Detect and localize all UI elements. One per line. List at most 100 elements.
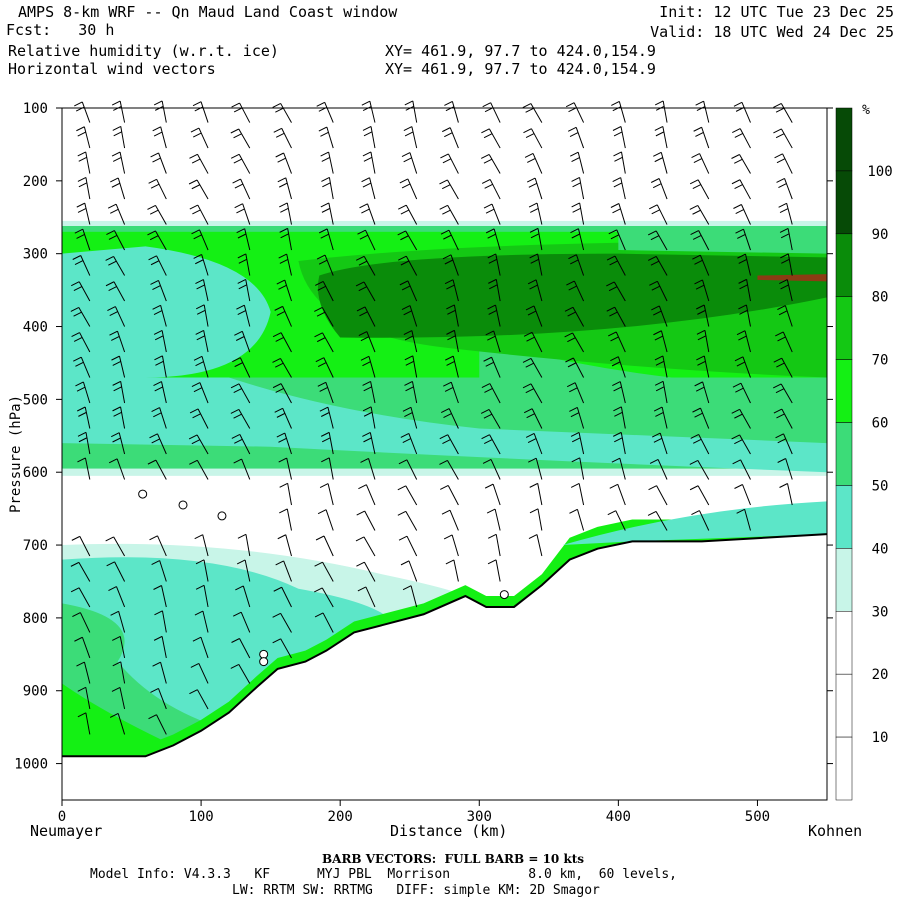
barb-shaft <box>157 688 167 710</box>
barb-shaft <box>327 483 334 506</box>
barb-flag <box>526 177 536 183</box>
barb-flag <box>654 335 664 341</box>
barb-flag <box>485 330 494 336</box>
wind-barb <box>446 329 459 353</box>
wind-barb <box>445 355 459 378</box>
barb-flag <box>522 383 532 389</box>
barb-shaft <box>488 154 501 174</box>
barb-flag <box>777 305 786 311</box>
wind-barb <box>777 458 793 480</box>
barb-flag <box>777 458 786 463</box>
barb-flag <box>230 663 240 669</box>
wind-barb <box>189 459 209 480</box>
wind-barb <box>613 151 626 174</box>
barb-flag <box>609 260 618 266</box>
wind-barb <box>609 483 626 506</box>
barb-flag <box>401 305 411 311</box>
wind-barb <box>607 510 626 531</box>
barb-flag <box>363 156 373 162</box>
barb-flag <box>71 535 81 541</box>
barb-shaft <box>79 332 91 353</box>
barb-flag <box>775 388 785 394</box>
barb-shaft <box>784 178 793 200</box>
barb-flag <box>649 458 659 464</box>
wind-barb <box>319 406 334 429</box>
barb-flag <box>314 332 323 338</box>
barb-flag <box>613 386 622 392</box>
barb-shaft <box>739 434 751 455</box>
barb-shaft <box>537 508 543 531</box>
barb-shaft <box>79 536 91 557</box>
wind-barb <box>649 280 668 302</box>
wind-barb <box>525 432 543 455</box>
barb-shaft <box>158 280 167 302</box>
barb-shaft <box>160 126 167 149</box>
barb-shaft <box>572 357 585 378</box>
wind-barb <box>70 561 91 582</box>
barb-flag <box>231 433 241 439</box>
barb-flag <box>611 100 620 106</box>
wind-barb <box>485 330 501 353</box>
wind-barb <box>401 152 418 174</box>
barb-flag <box>237 278 246 284</box>
barb-flag <box>194 534 203 540</box>
barb-flag <box>647 510 657 516</box>
barb-shaft <box>280 383 292 404</box>
barb-flag <box>150 152 159 158</box>
wind-barb <box>272 102 292 123</box>
barb-flag <box>571 202 580 208</box>
barb-flag <box>689 485 699 491</box>
wind-barb <box>606 306 626 327</box>
wind-barb <box>231 433 251 455</box>
barb-shaft <box>447 485 459 506</box>
barb-flag <box>568 254 577 260</box>
wind-barb <box>487 253 501 276</box>
barb-flag <box>188 179 198 185</box>
wind-barb <box>439 434 459 455</box>
barb-flag <box>153 329 163 335</box>
barb-flag <box>191 439 201 445</box>
barb-shaft <box>370 406 376 429</box>
wind-barb <box>402 406 418 429</box>
barb-shaft <box>78 281 91 302</box>
barb-flag <box>734 439 743 445</box>
wind-barb <box>150 152 167 174</box>
barb-shaft <box>406 535 418 557</box>
barb-shaft <box>363 256 376 276</box>
colorbar-swatch <box>835 736 853 801</box>
barb-legend: BARB VECTORS: FULL BARB = 10 kts <box>322 852 585 866</box>
barb-flag <box>444 259 454 265</box>
barb-flag <box>735 387 744 393</box>
wind-barb <box>736 330 751 353</box>
barb-shaft <box>280 103 292 123</box>
barb-shaft <box>321 587 334 608</box>
wind-barb <box>524 152 543 174</box>
barb-flag <box>272 102 281 108</box>
wind-barb <box>444 279 459 302</box>
wind-barb <box>440 229 459 251</box>
barb-shaft <box>322 561 334 582</box>
barb-shaft <box>79 612 91 633</box>
wind-barb <box>567 126 585 149</box>
barb-flag <box>485 361 494 367</box>
wind-barb <box>610 356 626 378</box>
barb-flag <box>112 361 121 366</box>
barb-shaft <box>619 381 626 404</box>
wind-barb <box>734 484 751 506</box>
colorbar-swatch <box>835 485 853 549</box>
wind-barb <box>571 176 585 200</box>
barb-shaft <box>786 203 793 225</box>
barb-flag <box>75 381 84 387</box>
barb-flag <box>148 178 157 184</box>
wind-barb <box>112 661 126 684</box>
barb-shaft <box>363 561 376 582</box>
barb-shaft <box>323 357 334 378</box>
barb-flag <box>315 280 324 286</box>
barb-shaft <box>739 179 751 200</box>
barb-flag <box>77 686 87 692</box>
barb-shaft <box>197 154 209 174</box>
barb-flag <box>650 235 660 241</box>
wind-barb <box>76 661 91 684</box>
terrain-line <box>62 533 828 758</box>
wind-barb <box>314 332 334 353</box>
